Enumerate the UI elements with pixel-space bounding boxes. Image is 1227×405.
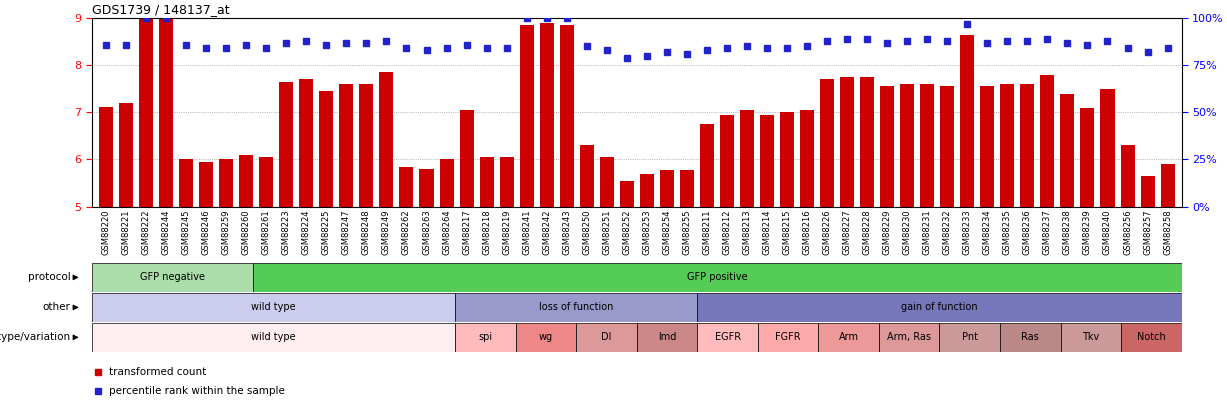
Bar [179, 160, 193, 207]
Text: protocol: protocol [28, 273, 70, 282]
Bar [680, 170, 694, 207]
Text: wild type: wild type [252, 333, 296, 342]
Bar [400, 166, 413, 207]
Bar [92, 323, 455, 352]
Text: spi: spi [479, 333, 492, 342]
Text: FGFR: FGFR [775, 333, 801, 342]
Bar [579, 145, 594, 207]
Bar [319, 91, 334, 207]
Text: GDS1739 / 148137_at: GDS1739 / 148137_at [92, 3, 229, 16]
Bar [92, 293, 455, 322]
Bar [600, 157, 614, 207]
Bar [92, 263, 254, 292]
Text: wild type: wild type [252, 303, 296, 312]
Bar [1040, 75, 1054, 207]
Bar [820, 79, 834, 207]
Bar [637, 323, 697, 352]
Bar [455, 293, 697, 322]
Bar [119, 103, 133, 207]
Bar [860, 77, 874, 207]
Bar [1121, 323, 1182, 352]
Text: Ras: Ras [1021, 333, 1039, 342]
Bar [540, 23, 553, 207]
Bar [760, 115, 774, 207]
Bar [697, 323, 758, 352]
Bar [220, 160, 233, 207]
Bar [160, 6, 173, 207]
Bar [639, 174, 654, 207]
Text: other: other [43, 303, 70, 312]
Text: GFP positive: GFP positive [687, 273, 747, 282]
Bar [1060, 94, 1075, 207]
Bar [577, 323, 637, 352]
Bar [1120, 145, 1135, 207]
Bar [1081, 108, 1094, 207]
Bar [420, 169, 433, 207]
Bar [1000, 323, 1060, 352]
Bar [99, 107, 113, 207]
Bar [699, 124, 714, 207]
Bar [379, 72, 394, 207]
Bar [199, 162, 213, 207]
Bar [439, 160, 454, 207]
Text: Pnt: Pnt [962, 333, 978, 342]
Text: gain of function: gain of function [901, 303, 978, 312]
Bar [1000, 84, 1015, 207]
Text: percentile rank within the sample: percentile rank within the sample [108, 386, 285, 396]
Bar [515, 323, 577, 352]
Bar [920, 84, 934, 207]
Bar [360, 84, 373, 207]
Text: wg: wg [539, 333, 553, 342]
Bar [901, 84, 914, 207]
Text: Tkv: Tkv [1082, 333, 1099, 342]
Text: Arm, Ras: Arm, Ras [887, 333, 931, 342]
Text: Dl: Dl [601, 333, 612, 342]
Bar [740, 110, 753, 207]
Bar [980, 87, 994, 207]
Bar [620, 181, 634, 207]
Bar [940, 323, 1000, 352]
Bar [239, 155, 253, 207]
Bar [880, 87, 894, 207]
Bar [254, 263, 1182, 292]
Bar [299, 79, 313, 207]
Bar [1161, 164, 1174, 207]
Bar [940, 87, 955, 207]
Bar [879, 323, 940, 352]
Bar [697, 293, 1182, 322]
Bar [1141, 176, 1155, 207]
Bar [818, 323, 879, 352]
Text: genotype/variation: genotype/variation [0, 333, 70, 342]
Bar [560, 25, 574, 207]
Bar [455, 323, 515, 352]
Text: GFP negative: GFP negative [140, 273, 205, 282]
Bar [460, 110, 474, 207]
Bar [280, 82, 293, 207]
Text: transformed count: transformed count [108, 367, 206, 377]
Text: lmd: lmd [658, 333, 676, 342]
Bar [480, 157, 493, 207]
Bar [660, 170, 674, 207]
Bar [1021, 84, 1034, 207]
Bar [1101, 89, 1114, 207]
Text: Notch: Notch [1137, 333, 1166, 342]
Bar [340, 84, 353, 207]
Bar [1060, 323, 1121, 352]
Text: loss of function: loss of function [539, 303, 614, 312]
Bar [780, 112, 794, 207]
Bar [800, 110, 814, 207]
Bar [259, 157, 274, 207]
Bar [499, 157, 514, 207]
Text: EGFR: EGFR [714, 333, 741, 342]
Bar [840, 77, 854, 207]
Bar [139, 9, 153, 207]
Bar [758, 323, 818, 352]
Bar [520, 25, 534, 207]
Bar [720, 115, 734, 207]
Text: Arm: Arm [839, 333, 859, 342]
Bar [961, 35, 974, 207]
